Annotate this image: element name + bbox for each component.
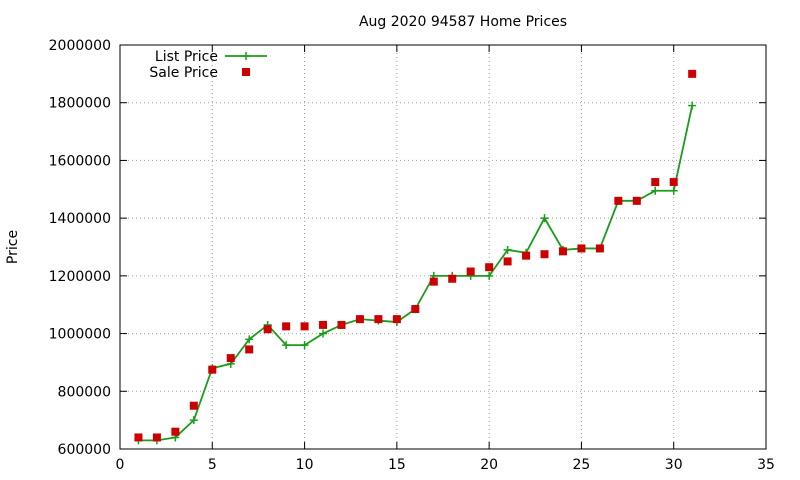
y-tick-label: 1200000 xyxy=(49,269,111,285)
list-price-point xyxy=(189,416,198,425)
x-tick-label: 35 xyxy=(757,457,775,473)
sale-price-point xyxy=(319,320,328,329)
sale-price-point xyxy=(688,69,697,78)
sale-price-point xyxy=(355,315,364,324)
series-sale-price xyxy=(134,69,697,442)
x-tick-label: 20 xyxy=(480,457,498,473)
y-axis-label: Price xyxy=(5,230,21,264)
legend-plus-swatch xyxy=(242,52,250,60)
x-tick-label: 30 xyxy=(665,457,683,473)
sale-price-point xyxy=(522,251,531,260)
sale-price-point xyxy=(448,274,457,283)
sale-price-point xyxy=(263,325,272,334)
sale-price-point xyxy=(282,322,291,331)
list-price-point xyxy=(540,214,549,223)
sale-price-point xyxy=(374,315,383,324)
x-tick-label: 15 xyxy=(388,457,406,473)
list-price-point xyxy=(319,329,328,338)
sale-price-point xyxy=(152,433,161,442)
grid xyxy=(120,45,766,449)
list-price-point xyxy=(651,186,660,195)
legend-label: List Price xyxy=(155,49,218,65)
sale-price-point xyxy=(208,365,217,374)
x-tick-label: 25 xyxy=(573,457,591,473)
list-price-line xyxy=(138,105,694,442)
sale-price-point xyxy=(411,305,420,314)
list-price-point xyxy=(245,335,254,344)
list-price-point xyxy=(688,101,697,110)
legend-label: Sale Price xyxy=(149,65,218,81)
legend-square-swatch xyxy=(242,68,250,76)
y-tick-label: 1600000 xyxy=(49,153,111,169)
series-list-price xyxy=(134,101,697,445)
list-price-point xyxy=(669,186,678,195)
list-price-point xyxy=(485,271,494,280)
sale-price-point xyxy=(595,244,604,253)
sale-price-point xyxy=(466,267,475,276)
sale-price-point xyxy=(226,354,235,363)
x-tick-label: 5 xyxy=(208,457,217,473)
x-tick-label: 0 xyxy=(116,457,125,473)
sale-price-point xyxy=(134,433,143,442)
y-tick-label: 1800000 xyxy=(49,96,111,112)
list-price-point xyxy=(282,341,291,350)
y-tick-label: 800000 xyxy=(58,384,111,400)
series xyxy=(134,69,697,445)
sale-price-point xyxy=(651,178,660,187)
sale-price-point xyxy=(245,345,254,354)
chart-title: Aug 2020 94587 Home Prices xyxy=(359,14,567,30)
y-tick-label: 600000 xyxy=(58,442,111,458)
sale-price-point xyxy=(171,427,180,436)
sale-price-point xyxy=(669,178,678,187)
sale-price-point xyxy=(485,263,494,272)
sale-price-point xyxy=(614,196,623,205)
list-price-point xyxy=(300,341,309,350)
sale-price-point xyxy=(540,250,549,259)
sale-price-point xyxy=(300,322,309,331)
sale-price-point xyxy=(392,315,401,324)
sale-price-point xyxy=(632,196,641,205)
axis-ticks: 0 5 10 15 20 25 30 35 600000 800000 1000000 1200000… xyxy=(49,38,775,473)
y-tick-label: 1000000 xyxy=(49,327,111,343)
x-tick-label: 10 xyxy=(296,457,314,473)
sale-price-point xyxy=(337,320,346,329)
sale-price-point xyxy=(503,257,512,266)
sale-price-point xyxy=(577,244,586,253)
y-tick-label: 1400000 xyxy=(49,211,111,227)
sale-price-point xyxy=(558,247,567,256)
sale-price-point xyxy=(189,401,198,410)
sale-price-point xyxy=(429,277,438,286)
y-tick-label: 2000000 xyxy=(49,38,111,54)
list-price-point xyxy=(503,245,512,254)
plot-frame xyxy=(119,44,767,450)
